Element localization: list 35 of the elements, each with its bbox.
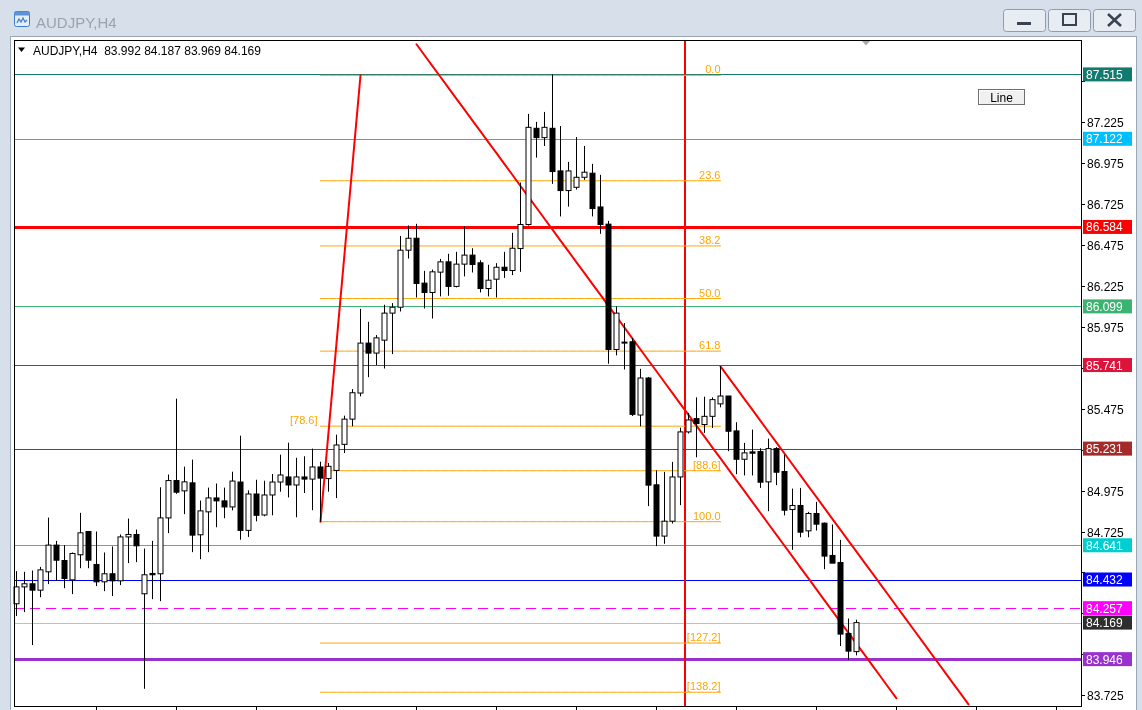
- ref-line-label: 87.122: [1086, 132, 1124, 147]
- ref-line-label: 85.741: [1086, 358, 1124, 373]
- chart-subtitle: AUDJPY,H4 83.992 84.187 83.969 84.169: [33, 44, 262, 58]
- ref-line-label: 87.515: [1086, 67, 1124, 82]
- series-label: [78.6]: [289, 414, 318, 427]
- y-tick-label: 83.725: [1087, 688, 1125, 703]
- y-tick-label: 86.225: [1087, 279, 1125, 294]
- y-tick-label: 86.725: [1087, 197, 1125, 212]
- chart-title: AUDJPY,H4: [36, 14, 117, 31]
- annotation: Line: [990, 90, 1014, 105]
- ref-line-label: 86.099: [1086, 299, 1124, 314]
- y-tick-label: 84.975: [1087, 484, 1125, 499]
- series-label: 61.8: [699, 339, 721, 352]
- ref-line-label: 84.169: [1086, 616, 1124, 631]
- ref-line-label: 84.257: [1086, 601, 1124, 616]
- y-tick-label: 86.475: [1087, 238, 1125, 253]
- series-label: [88.6]: [692, 458, 721, 471]
- y-tick-label: 86.975: [1087, 156, 1125, 171]
- series-label: 23.6: [699, 168, 721, 181]
- ref-line-label: 83.946: [1086, 652, 1124, 667]
- series-label: 100.0: [692, 509, 721, 522]
- y-tick-label: 84.725: [1087, 525, 1125, 540]
- series-label: [138.2]: [686, 680, 721, 693]
- y-tick-label: 85.475: [1087, 402, 1125, 417]
- series-label: [127.2]: [686, 631, 721, 644]
- ref-line-label: 84.432: [1086, 573, 1124, 588]
- y-tick-label: 87.225: [1087, 115, 1125, 130]
- ref-line-label: 86.584: [1086, 220, 1124, 235]
- y-tick-label: 85.975: [1087, 320, 1125, 335]
- series-label: 50.0: [699, 286, 721, 299]
- line-series: [719, 365, 970, 706]
- ref-line-label: 85.231: [1086, 442, 1124, 457]
- series-label: 38.2: [699, 233, 721, 246]
- series-label: 0.0: [705, 63, 721, 76]
- ref-line-label: 84.641: [1086, 538, 1124, 553]
